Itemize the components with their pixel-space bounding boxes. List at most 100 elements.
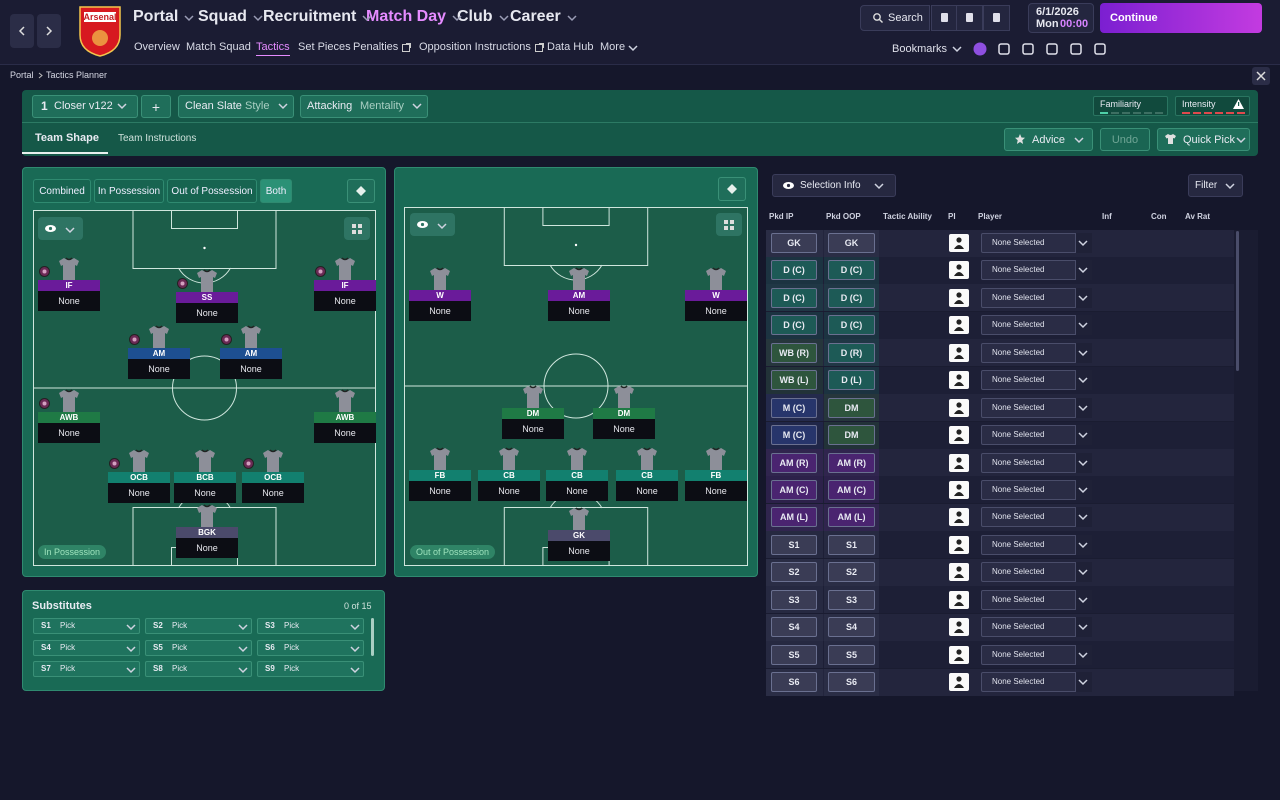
- pi-button[interactable]: [949, 673, 969, 692]
- dropdown-toggle[interactable]: [1075, 534, 1092, 555]
- player-name[interactable]: None: [409, 481, 471, 501]
- pi-button[interactable]: [949, 645, 969, 664]
- position-ip[interactable]: S4: [771, 617, 817, 638]
- position-oop[interactable]: AM (L): [828, 507, 875, 528]
- position-oop[interactable]: DM: [828, 425, 875, 446]
- bookmarks-label[interactable]: Bookmarks: [892, 43, 948, 55]
- player-role[interactable]: DM: [593, 408, 655, 419]
- position-ip[interactable]: M (C): [771, 397, 817, 418]
- player-role[interactable]: CB: [546, 470, 608, 481]
- substitute-slot[interactable]: [33, 661, 140, 677]
- column-header[interactable]: Player: [978, 212, 1003, 221]
- player-name[interactable]: None: [685, 481, 747, 501]
- search-box[interactable]: [860, 5, 930, 31]
- forward-button[interactable]: [37, 14, 61, 48]
- substitute-slot[interactable]: [257, 618, 364, 634]
- style-dropdown[interactable]: [178, 95, 294, 118]
- position-oop[interactable]: D (C): [828, 315, 875, 336]
- position-ip[interactable]: S2: [771, 562, 817, 583]
- dropdown-toggle[interactable]: [1075, 342, 1092, 363]
- dropdown-toggle[interactable]: [1075, 479, 1092, 500]
- sub-nav-item[interactable]: Penalties: [353, 41, 399, 53]
- player-name[interactable]: None: [548, 541, 610, 561]
- player-name[interactable]: None: [128, 359, 190, 379]
- player-name[interactable]: None: [242, 483, 304, 503]
- grid-toggle-button[interactable]: [344, 217, 370, 240]
- substitute-slot[interactable]: [145, 639, 252, 656]
- pi-button[interactable]: [949, 234, 969, 252]
- player-name[interactable]: None: [593, 419, 655, 439]
- column-header[interactable]: Pkd OOP: [826, 212, 861, 221]
- main-nav-item[interactable]: Squad: [198, 8, 247, 25]
- player-name[interactable]: None: [409, 301, 471, 321]
- player-name[interactable]: None: [108, 483, 170, 503]
- player-role[interactable]: DM: [502, 408, 564, 419]
- pi-button[interactable]: [949, 288, 969, 307]
- player-role[interactable]: AWB: [314, 412, 376, 423]
- position-ip[interactable]: AM (C): [771, 479, 817, 500]
- column-header[interactable]: Con: [1151, 212, 1167, 221]
- position-ip[interactable]: D (C): [771, 315, 817, 336]
- player-name[interactable]: None: [38, 423, 100, 443]
- position-ip[interactable]: S5: [771, 644, 817, 665]
- player-role[interactable]: OCB: [108, 472, 170, 483]
- position-oop[interactable]: S3: [828, 589, 875, 610]
- player-name[interactable]: None: [174, 483, 236, 503]
- position-ip[interactable]: AM (R): [771, 452, 817, 473]
- grid-toggle-button[interactable]: [716, 213, 742, 236]
- view-options-dropdown[interactable]: [410, 213, 455, 236]
- pi-button[interactable]: [949, 261, 969, 280]
- tactic-dropdown[interactable]: [32, 95, 138, 118]
- main-nav-item[interactable]: Portal: [133, 8, 179, 25]
- player-name[interactable]: None: [502, 419, 564, 439]
- pi-button[interactable]: [949, 618, 969, 637]
- player-role[interactable]: GK: [548, 530, 610, 541]
- substitute-slot[interactable]: [145, 618, 252, 634]
- substitute-slot[interactable]: [145, 661, 252, 677]
- formation-button[interactable]: [347, 179, 375, 203]
- player-name[interactable]: None: [685, 301, 747, 321]
- player-role[interactable]: AM: [548, 290, 610, 301]
- pi-button[interactable]: [949, 535, 969, 554]
- tab[interactable]: Team Shape: [35, 132, 99, 144]
- position-oop[interactable]: AM (C): [828, 479, 875, 500]
- dropdown-toggle[interactable]: [1075, 425, 1092, 446]
- player-role[interactable]: CB: [478, 470, 540, 481]
- pi-button[interactable]: [949, 371, 969, 390]
- player-role[interactable]: OCB: [242, 472, 304, 483]
- pi-button[interactable]: [949, 398, 969, 417]
- player-name[interactable]: None: [314, 423, 376, 443]
- dropdown-toggle[interactable]: [1075, 370, 1092, 391]
- position-oop[interactable]: S4: [828, 617, 875, 638]
- position-ip[interactable]: M (C): [771, 425, 817, 446]
- player-role[interactable]: AM: [128, 348, 190, 359]
- player-role[interactable]: IF: [314, 280, 376, 291]
- position-oop[interactable]: GK: [828, 233, 875, 253]
- player-role[interactable]: W: [685, 290, 747, 301]
- dropdown-toggle[interactable]: [1075, 452, 1092, 473]
- position-oop[interactable]: D (L): [828, 370, 875, 391]
- column-header[interactable]: PI: [948, 212, 956, 221]
- position-oop[interactable]: AM (R): [828, 452, 875, 473]
- dropdown-toggle[interactable]: [1075, 562, 1092, 583]
- tab[interactable]: Team Instructions: [118, 133, 197, 144]
- pi-button[interactable]: [949, 590, 969, 609]
- player-role[interactable]: W: [409, 290, 471, 301]
- sub-nav-item[interactable]: Set Pieces: [298, 41, 351, 53]
- dropdown-toggle[interactable]: [1075, 287, 1092, 308]
- player-role[interactable]: IF: [38, 280, 100, 291]
- position-oop[interactable]: D (R): [828, 342, 875, 363]
- position-ip[interactable]: S3: [771, 589, 817, 610]
- position-oop[interactable]: S6: [828, 672, 875, 693]
- mentality-dropdown[interactable]: [300, 95, 428, 118]
- breadcrumb-item[interactable]: Portal: [10, 70, 34, 80]
- position-ip[interactable]: D (C): [771, 260, 817, 281]
- view-toggle-button[interactable]: Combined: [33, 179, 91, 203]
- substitute-slot[interactable]: [257, 661, 364, 677]
- position-ip[interactable]: D (C): [771, 287, 817, 308]
- column-header[interactable]: Pkd IP: [769, 212, 794, 221]
- player-role[interactable]: FB: [685, 470, 747, 481]
- dropdown-toggle[interactable]: [1075, 617, 1092, 638]
- main-nav-item[interactable]: Recruitment: [263, 8, 357, 25]
- position-ip[interactable]: S1: [771, 534, 817, 555]
